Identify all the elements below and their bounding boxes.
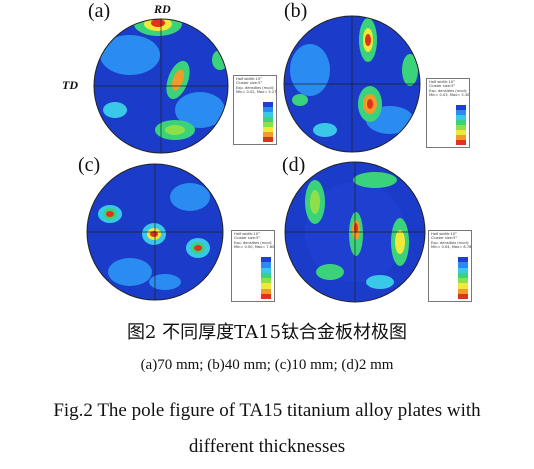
legend-b: Half width:10° Cluster size:5° Exp. dens… [426,78,470,148]
pole-figure-b: (b) [270,0,440,160]
pole-figure-c-plot [86,163,224,301]
color-scale-c [261,257,271,299]
rd-label: RD [154,2,171,16]
color-scale-b [456,105,466,145]
pole-figure-a-plot [93,18,229,154]
color-scale-d [458,257,468,299]
pole-figure-d: (d) [270,152,440,312]
figure-caption-chinese: 图2 不同厚度TA15钛合金板材极图 [126,322,408,343]
figure-caption-english-line1: Fig.2 The pole figure of TA15 titanium a… [53,400,481,421]
legend-a: Half width:10° Cluster size:5° Exp. dens… [233,75,277,145]
legend-c: Half width:10° Cluster size:5° Exp. dens… [231,230,275,302]
pole-figure-d-plot [284,161,426,303]
td-label: TD [62,78,78,92]
pole-figure-b-plot [283,15,421,153]
figure-subcaption: (a)70 mm; (b)40 mm; (c)10 mm; (d)2 mm [140,357,394,373]
panel-label-d: (d) [282,154,306,176]
figure-caption-english-line2: different thicknesses [188,436,346,457]
pole-figure-a: (a) RD TD [62,0,240,160]
pole-figure-c: (c) [70,152,240,312]
panel-label-a: (a) [88,0,111,22]
color-scale-a [263,102,273,142]
legend-d: Half width:10° Cluster size:5° Exp. dens… [428,230,472,302]
panel-label-c: (c) [78,154,101,176]
panel-label-b: (b) [284,0,308,22]
